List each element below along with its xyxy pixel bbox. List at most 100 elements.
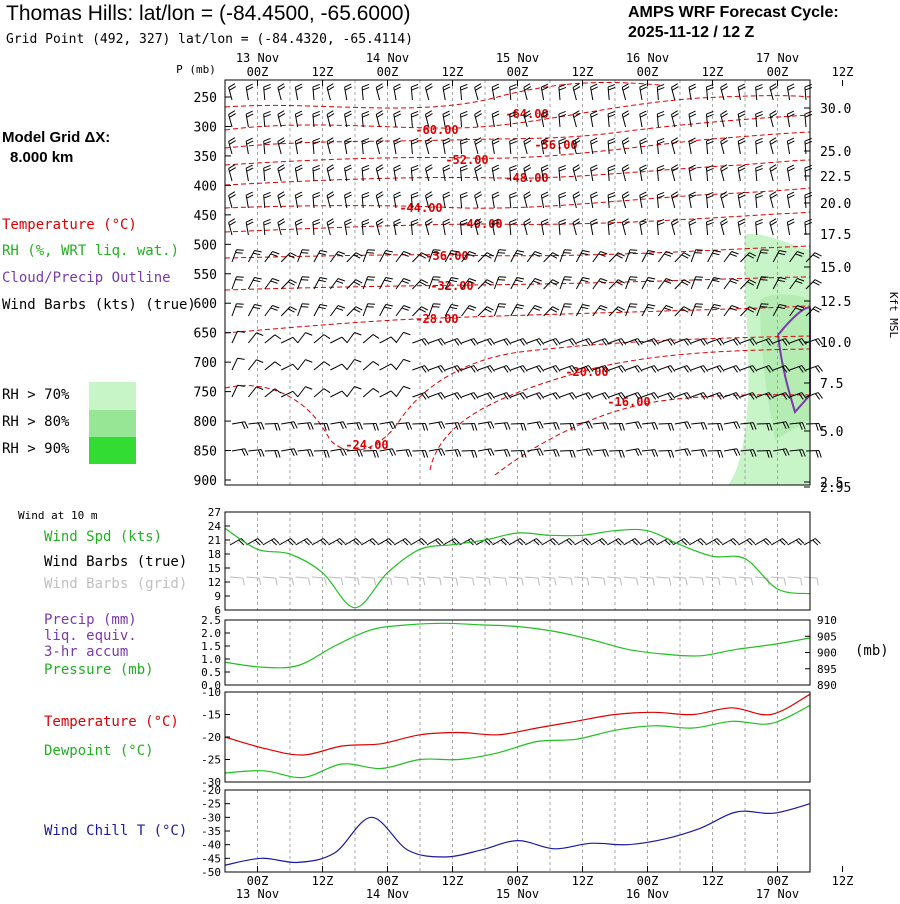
barb-flag xyxy=(421,280,427,283)
wind-barb xyxy=(298,450,314,457)
barb-flag xyxy=(721,111,727,115)
barb-flag xyxy=(805,111,812,114)
barb-flag xyxy=(272,278,279,280)
wind-barb xyxy=(770,84,777,100)
barb-flag xyxy=(305,360,312,363)
wind-barb xyxy=(475,111,482,127)
wind-barb xyxy=(281,364,298,370)
wind-barb xyxy=(576,305,589,316)
wind-barb xyxy=(314,335,330,343)
barb-flag xyxy=(404,305,411,307)
wind-barb xyxy=(640,165,647,181)
barb-staff xyxy=(232,304,236,316)
barb-staff xyxy=(362,87,363,100)
barb-flag xyxy=(540,422,543,429)
barb-flag xyxy=(640,168,647,171)
pressure-tick-label: 895 xyxy=(817,663,837,676)
barb-staff xyxy=(312,577,325,578)
barb-flag xyxy=(377,168,383,172)
barb-flag xyxy=(619,451,621,458)
wind-barb xyxy=(724,422,740,429)
barb-staff xyxy=(248,333,256,343)
wind-chill-tick-label: -45 xyxy=(201,852,221,865)
grid-wind-barb xyxy=(345,577,359,585)
wind-barb xyxy=(657,219,664,235)
barb-staff xyxy=(411,168,412,181)
barb-flag xyxy=(616,255,622,258)
wind-barb xyxy=(738,138,745,154)
barb-flag xyxy=(652,423,655,430)
barb-flag xyxy=(328,87,334,91)
barb-flag xyxy=(507,450,510,457)
barb-flag xyxy=(362,165,369,168)
barb-staff xyxy=(281,280,290,289)
barb-flag xyxy=(404,251,411,253)
barb-staff xyxy=(265,362,275,370)
wind-barb xyxy=(363,277,375,289)
wind-barb xyxy=(756,165,763,181)
wind-barb xyxy=(708,424,723,431)
barb-flag xyxy=(443,192,450,195)
surface-wind-barb xyxy=(558,539,574,546)
barb-flag xyxy=(425,424,427,431)
barb-flag xyxy=(229,111,235,115)
barb-flag xyxy=(756,168,763,171)
surface-wind-barb xyxy=(312,539,328,546)
barb-flag xyxy=(622,451,624,458)
precip-tick-label: 1.0 xyxy=(201,653,221,666)
barb-staff xyxy=(544,253,553,262)
barb-staff xyxy=(460,195,461,208)
barb-flag xyxy=(704,423,707,430)
grid-wind-barb xyxy=(804,577,818,585)
barb-staff xyxy=(396,251,404,262)
barb-flag xyxy=(407,578,408,585)
grid-wind-barb xyxy=(591,577,605,585)
wind-barb xyxy=(478,307,493,316)
barb-flag xyxy=(345,111,352,114)
barb-flag xyxy=(356,307,362,310)
barb-flag xyxy=(411,111,418,114)
barb-staff xyxy=(805,114,806,127)
barb-flag xyxy=(328,195,334,199)
barb-flag xyxy=(394,168,401,171)
wind-barb xyxy=(805,138,812,154)
barb-flag xyxy=(622,424,624,431)
barb-flag xyxy=(293,337,298,342)
barb-staff xyxy=(608,141,609,154)
barb-flag xyxy=(305,387,312,390)
wind-barb xyxy=(541,192,548,208)
barb-flag xyxy=(309,578,310,585)
wind-barb xyxy=(429,339,445,346)
barb-flag xyxy=(313,165,320,168)
barb-flag xyxy=(279,168,285,172)
barb-flag xyxy=(688,422,691,429)
barb-flag xyxy=(521,424,523,431)
barb-flag xyxy=(425,219,431,223)
barb-flag xyxy=(671,138,677,142)
wind-barb xyxy=(295,138,302,154)
wind-barb xyxy=(608,219,615,235)
wind-barb xyxy=(657,138,664,154)
barb-staff xyxy=(706,114,707,127)
wind-barb xyxy=(511,339,527,346)
wind-barb xyxy=(708,251,721,262)
barb-flag xyxy=(640,138,647,141)
bottom-hour-label: 00Z xyxy=(247,874,269,888)
barb-staff xyxy=(788,539,799,546)
wind-barb xyxy=(576,393,592,400)
barb-flag xyxy=(412,141,419,144)
barb-flag xyxy=(295,138,302,141)
barb-flag xyxy=(376,219,382,223)
barb-flag xyxy=(338,278,345,280)
barb-flag xyxy=(657,138,664,141)
wind-barb xyxy=(347,280,362,289)
top-date-label: 17 Nov xyxy=(756,51,799,65)
wind-barb xyxy=(609,307,624,316)
wind-barb xyxy=(246,192,253,208)
barb-flag xyxy=(358,578,359,585)
barb-flag xyxy=(458,450,461,457)
barb-flag xyxy=(320,278,327,280)
barb-staff xyxy=(232,385,237,397)
barb-flag xyxy=(313,222,320,225)
wind-barb xyxy=(229,165,236,181)
